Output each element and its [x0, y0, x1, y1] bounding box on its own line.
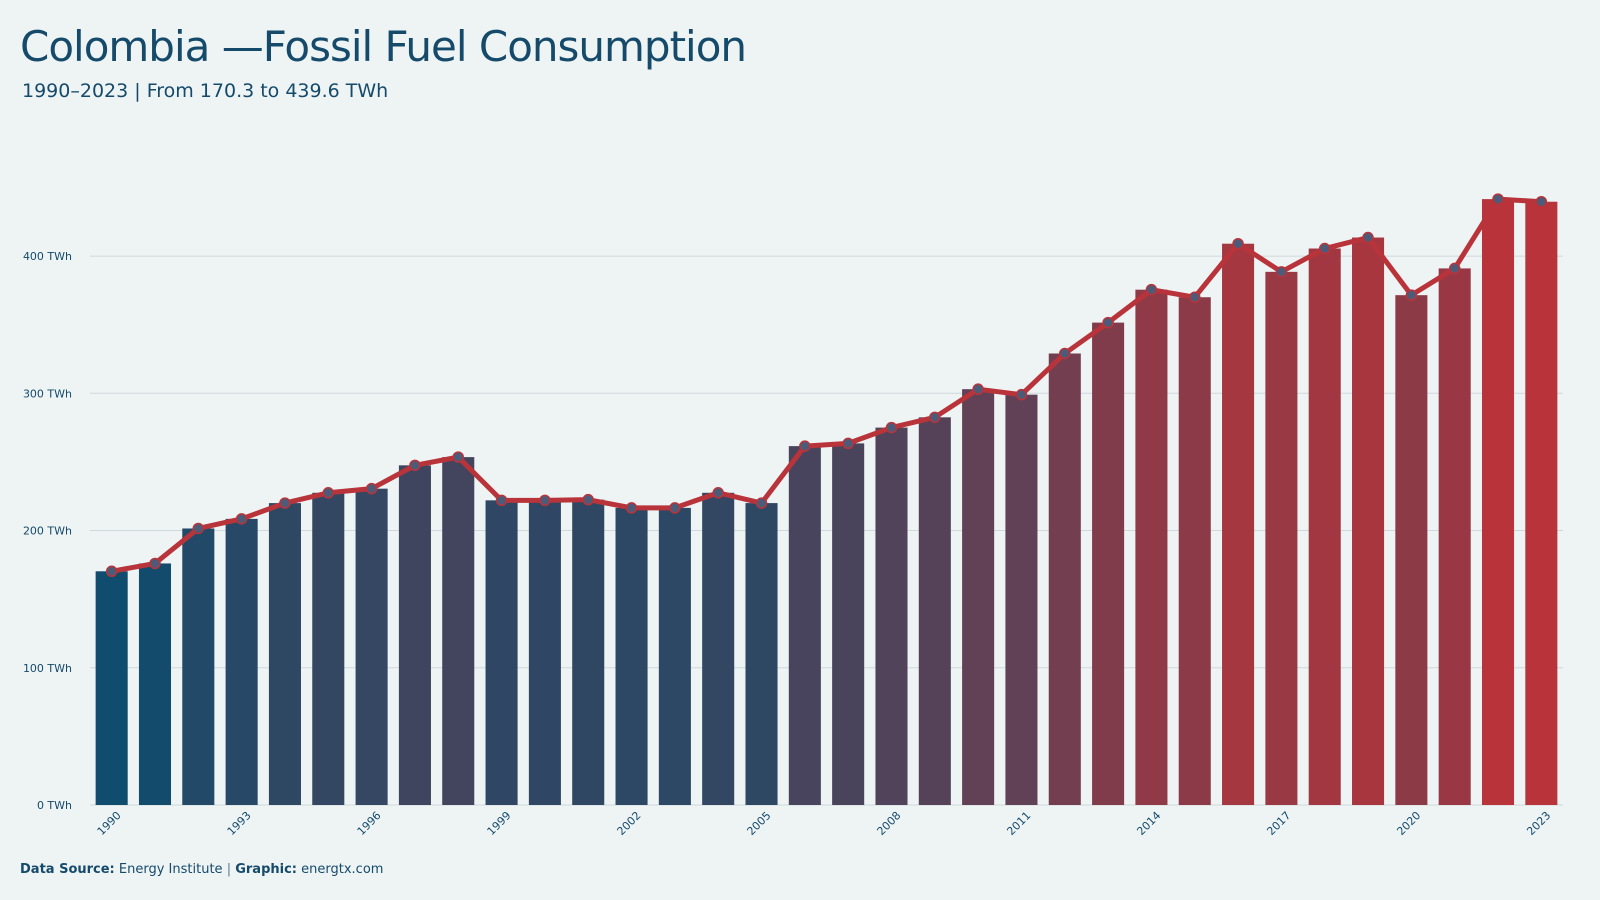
- graphic-value: energtx.com: [301, 862, 384, 877]
- data-point: [799, 440, 811, 452]
- bar: [182, 528, 215, 805]
- data-point: [1059, 347, 1071, 360]
- bar: [658, 507, 691, 805]
- data-point: [1448, 262, 1461, 275]
- bar: [268, 503, 301, 805]
- x-tick-label: 2008: [875, 809, 904, 838]
- bar: [312, 492, 345, 805]
- bar: [918, 417, 951, 805]
- bar: [1308, 248, 1341, 805]
- bar: [1481, 199, 1515, 806]
- bar: [1048, 353, 1081, 805]
- data-point: [235, 513, 248, 525]
- bar: [138, 563, 172, 805]
- data-point: [1318, 242, 1331, 255]
- trend-line: [109, 196, 1544, 574]
- data-point: [322, 487, 335, 499]
- data-point: [1362, 231, 1374, 244]
- footer-credits: Data Source: Energy Institute | Graphic:…: [20, 862, 383, 877]
- data-point: [539, 494, 551, 507]
- bar: [225, 518, 258, 805]
- bar: [962, 389, 995, 805]
- x-tick-label: 2005: [745, 809, 774, 838]
- data-point: [279, 497, 291, 509]
- data-point: [1275, 266, 1288, 278]
- chart-subtitle: 1990–2023 | From 170.3 to 439.6 TWh: [22, 80, 389, 102]
- bar: [442, 457, 475, 805]
- y-tick-label: 400 TWh: [23, 250, 72, 263]
- x-tick-label: 2023: [1524, 809, 1553, 838]
- data-point: [365, 482, 378, 495]
- data-point: [1232, 237, 1244, 250]
- data-point: [885, 421, 898, 434]
- data-point: [755, 497, 768, 509]
- data-point: [1405, 289, 1418, 301]
- bar: [1438, 268, 1471, 805]
- y-tick-label: 300 TWh: [23, 387, 72, 400]
- data-point: [1189, 291, 1201, 303]
- data-point: [842, 437, 854, 450]
- data-point: [1102, 316, 1114, 329]
- bar: [485, 500, 518, 805]
- bar: [1092, 322, 1125, 805]
- data-point: [1145, 283, 1158, 296]
- bar: [528, 500, 561, 805]
- bar: [1265, 271, 1298, 806]
- bar: [615, 507, 648, 805]
- x-tick-label: 2011: [1004, 809, 1033, 838]
- bar: [572, 499, 605, 805]
- x-tick-label: 1990: [95, 809, 124, 838]
- data-point: [929, 411, 941, 424]
- bar: [875, 427, 908, 805]
- data-point: [712, 487, 724, 499]
- data-point: [149, 557, 161, 570]
- data-point: [669, 502, 681, 514]
- y-tick-label: 100 TWh: [23, 662, 72, 675]
- data-point: [1015, 388, 1028, 401]
- bar: [398, 465, 431, 805]
- data-point: [582, 493, 594, 506]
- bar: [788, 446, 821, 805]
- chart-title: Colombia —Fossil Fuel Consumption: [20, 22, 747, 71]
- data-point: [495, 494, 508, 507]
- x-tick-label: 2002: [615, 809, 644, 838]
- bar: [832, 443, 865, 805]
- data-point: [972, 383, 984, 395]
- data-point: [192, 522, 205, 535]
- data-point: [409, 459, 421, 472]
- footer-separator: |: [226, 862, 232, 877]
- bar: [702, 492, 735, 805]
- x-tick-label: 1993: [225, 809, 254, 838]
- source-label: Data Source:: [20, 862, 115, 877]
- data-point: [625, 502, 638, 514]
- x-tick-label: 2020: [1394, 809, 1423, 838]
- graphic-label: Graphic:: [235, 862, 297, 877]
- source-value: Energy Institute: [118, 862, 223, 877]
- x-tick-label: 2017: [1264, 809, 1293, 838]
- bar: [1525, 201, 1558, 806]
- bar: [1222, 243, 1255, 805]
- bar: [355, 488, 388, 805]
- bar: [1005, 394, 1038, 805]
- x-tick-label: 2014: [1134, 809, 1163, 838]
- data-point: [1492, 193, 1504, 205]
- data-point: [105, 565, 118, 578]
- y-tick-label: 200 TWh: [23, 525, 72, 538]
- bar: [1178, 297, 1211, 805]
- data-point: [1535, 195, 1548, 208]
- x-tick-label: 1999: [485, 809, 514, 838]
- bar: [1135, 289, 1168, 805]
- bar: [745, 503, 778, 805]
- bar: [95, 571, 128, 805]
- bar: [1352, 237, 1385, 805]
- bar: [1395, 295, 1428, 805]
- x-tick-label: 1996: [355, 809, 384, 838]
- y-tick-label: 0 TWh: [37, 799, 72, 812]
- data-point: [452, 451, 464, 463]
